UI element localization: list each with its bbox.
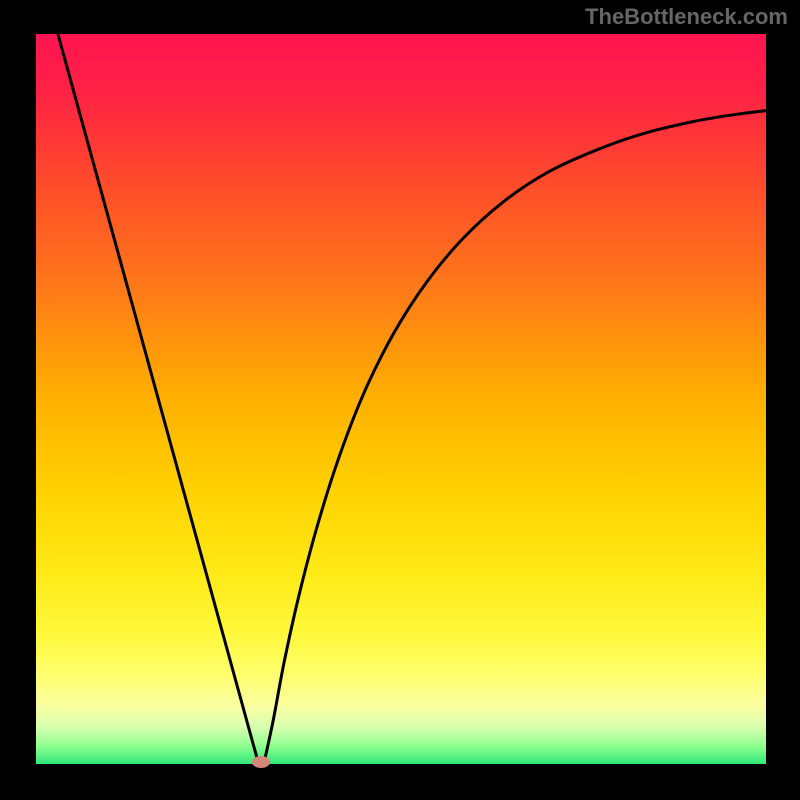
chart-curve [36, 34, 766, 764]
watermark-text: TheBottleneck.com [585, 4, 788, 30]
chart-plot-area [36, 34, 766, 764]
minimum-marker [252, 756, 270, 768]
